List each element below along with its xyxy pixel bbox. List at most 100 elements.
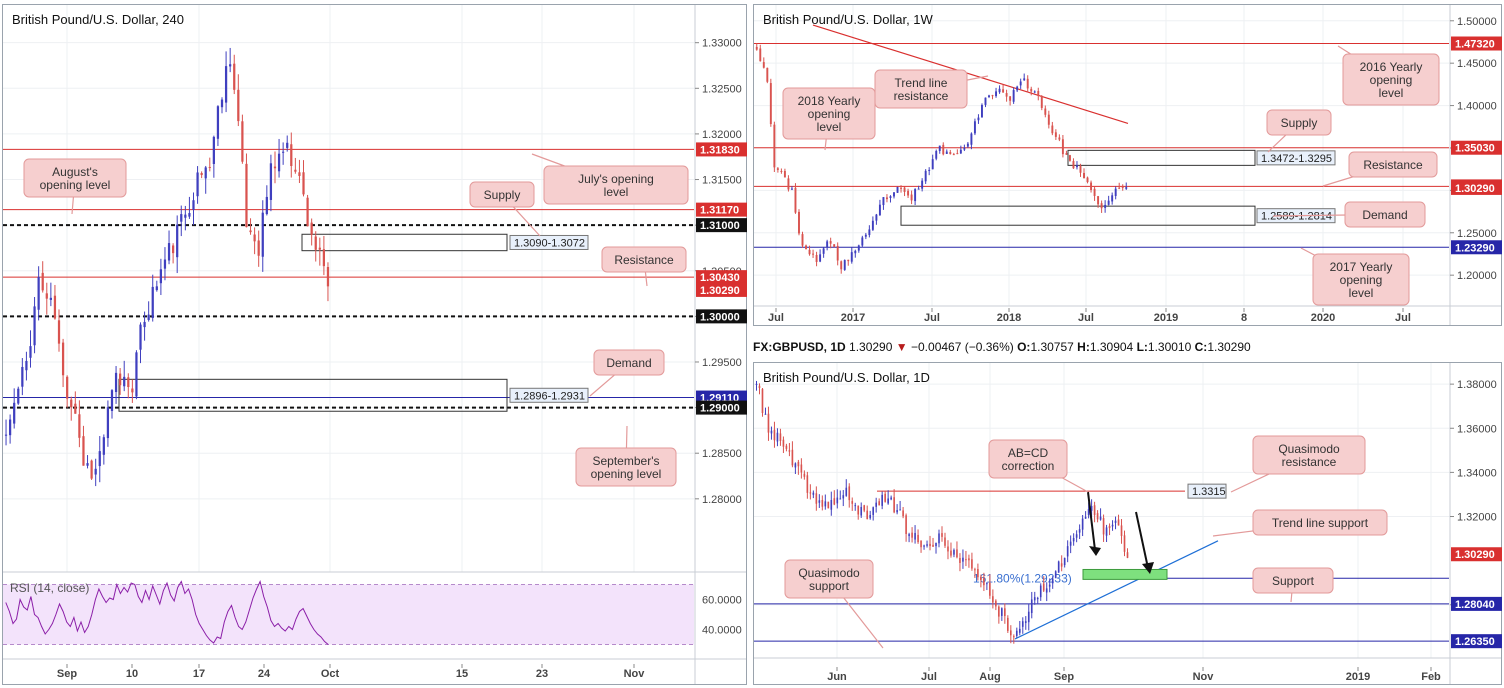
daily-candle: [1033, 597, 1036, 601]
daily-candle: [1030, 599, 1033, 614]
daily-candle: [1027, 611, 1030, 623]
h4-tick-label: 1.28500: [702, 448, 742, 460]
h4-price-axis: 1.330001.325001.320001.315001.310001.305…: [695, 38, 747, 506]
weekly-candle: [812, 253, 815, 255]
weekly-candle: [1100, 203, 1103, 209]
daily-candle: [854, 505, 857, 507]
daily-candle: [860, 506, 863, 516]
weekly-candle: [949, 152, 952, 155]
h4-candle: [41, 272, 44, 291]
h4-demand-zone-box: [118, 378, 508, 412]
h4-candle: [237, 89, 240, 122]
daily-tick-label: Jul: [921, 671, 937, 683]
weekly-candle: [1047, 114, 1050, 125]
daily-callout-qm-resistance-box: [1252, 435, 1366, 475]
weekly-zones: 1.3472-1.3295 1.2589-1.2814: [900, 149, 1336, 226]
h4-tick-label: 1.33000: [702, 38, 742, 50]
weekly-tick-label: Jul: [768, 312, 784, 324]
h4-candle: [326, 266, 330, 287]
h4-candle: [155, 286, 158, 291]
h4-callout-july-text: level: [604, 185, 629, 199]
daily-tick-label: Feb: [1421, 671, 1441, 683]
h4-supply-zone-label: 1.3090-1.3072: [514, 237, 585, 249]
weekly-candle: [1090, 182, 1093, 191]
weekly-tick-label: 2017: [841, 312, 865, 324]
daily-candle: [1054, 571, 1057, 578]
weekly-price-tag-label: 1.35030: [1455, 143, 1495, 155]
weekly-candle: [998, 88, 1001, 93]
daily-callout-qm-support-box: [784, 559, 874, 599]
daily-candle: [965, 559, 967, 561]
daily-candle: [938, 533, 940, 544]
h4-tick-label: 1.31500: [702, 175, 742, 187]
daily-candle: [896, 510, 898, 513]
h4-tick-label: 10: [126, 668, 138, 680]
high-label: H:: [1077, 340, 1090, 354]
daily-candle: [932, 544, 934, 547]
daily-candle: [881, 494, 883, 506]
weekly-candle: [988, 95, 990, 98]
daily-arrow-1: [1087, 491, 1096, 551]
daily-candle: [1078, 529, 1081, 533]
h4-candle: [249, 230, 252, 233]
close-value: 1.30290: [1207, 340, 1251, 354]
daily-candle: [803, 473, 806, 477]
daily-candle: [917, 534, 919, 543]
h4-candle: [306, 197, 309, 227]
h4-candle: [188, 213, 191, 217]
h4-candle: [131, 388, 134, 393]
weekly-tick-label: 1.20000: [1457, 270, 1497, 282]
daily-callout-support-text: Support: [1272, 574, 1315, 588]
daily-candle: [1087, 508, 1090, 515]
h4-title: British Pound/U.S. Dollar, 240: [12, 12, 184, 27]
open-label: O:: [1017, 340, 1031, 354]
weekly-callout-supply-text: Supply: [1281, 116, 1318, 130]
weekly-candle: [980, 104, 983, 118]
daily-candle: [1105, 527, 1108, 536]
weekly-candle: [1023, 78, 1026, 81]
daily-candle: [1042, 583, 1045, 591]
weekly-callout-2017-text: level: [1349, 286, 1374, 300]
daily-candle: [758, 385, 761, 389]
h4-candle: [241, 121, 244, 162]
weekly-levels: [754, 24, 1449, 248]
weekly-candle: [1058, 137, 1061, 140]
weekly-candle: [1009, 96, 1012, 101]
daily-candle: [1004, 608, 1006, 617]
weekly-callout-2016-text: opening: [1370, 73, 1413, 87]
h4-candle: [318, 247, 321, 250]
daily-arrow-2: [1135, 511, 1149, 569]
weekly-candle: [1114, 188, 1117, 196]
daily-grid: [754, 363, 1501, 684]
weekly-candle: [942, 144, 945, 155]
weekly-candle: [864, 234, 867, 237]
weekly-chart[interactable]: 1.3472-1.3295 1.2589-1.2814 Trend lineres…: [753, 4, 1502, 326]
weekly-price-tag-label: 1.23290: [1455, 242, 1495, 254]
weekly-candle: [959, 149, 962, 154]
weekly-title: British Pound/U.S. Dollar, 1W: [763, 12, 934, 27]
h4-candle: [74, 403, 77, 414]
h4-candle: [57, 320, 61, 344]
h4-callout-resistance-box: [601, 246, 687, 273]
daily-candle: [1069, 541, 1072, 546]
weekly-candle: [776, 168, 779, 170]
weekly-candle: [790, 188, 793, 190]
weekly-tick-label: 2019: [1154, 312, 1178, 324]
h4-rsi-pane: RSI (14, close) 60.0000 40.0000: [3, 579, 742, 645]
weekly-candle: [907, 190, 910, 196]
daily-tick-label: Jun: [827, 671, 847, 683]
weekly-candle: [875, 214, 878, 221]
daily-candle: [830, 500, 833, 510]
symbol-name: FX:GBPUSD, 1D: [753, 340, 846, 354]
h4-candle: [224, 66, 228, 103]
daily-price-tag-label: 1.30290: [1455, 549, 1495, 561]
daily-price-tag-label: 1.26350: [1455, 636, 1495, 648]
daily-price-tag: [1451, 596, 1502, 611]
daily-callout-qm-support-text: support: [809, 579, 850, 593]
close-label: C:: [1194, 340, 1208, 354]
daily-candle: [821, 499, 824, 507]
daily-callout-qm-resistance-text: Quasimodo: [1278, 442, 1340, 456]
weekly-candles: [755, 43, 1128, 274]
